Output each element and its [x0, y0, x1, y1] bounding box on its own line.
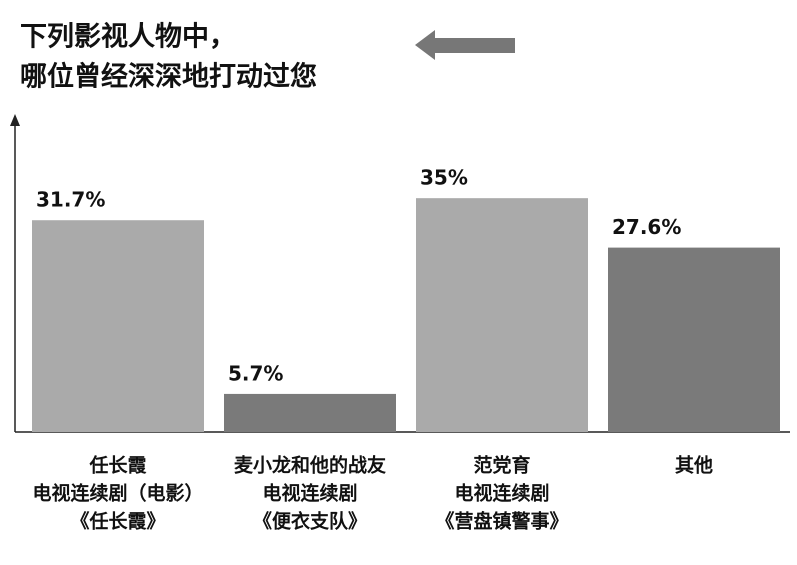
arrow-icon: [415, 30, 515, 60]
value-label: 5.7%: [228, 361, 283, 385]
chart-title: 下列影视人物中，: [20, 22, 236, 53]
x-tick-label: 麦小龙和他的战友: [234, 454, 386, 477]
x-tick-label: 电视连续剧: [262, 482, 357, 505]
bar: [416, 198, 588, 432]
x-tick-label: 《便衣支队》: [253, 510, 367, 533]
value-label: 27.6%: [612, 215, 681, 239]
bar: [32, 220, 204, 432]
y-axis-arrow: [10, 114, 20, 126]
x-tick-label: 《任长霞》: [70, 510, 165, 533]
bar: [224, 393, 396, 432]
x-tick-label: 任长霞: [88, 454, 147, 477]
chart-title: 哪位曾经深深地打动过您: [20, 61, 317, 93]
x-tick-label: 《营盘镇警事》: [435, 510, 568, 533]
value-label: 35%: [420, 166, 468, 190]
x-tick-label: 电视连续剧（电影）: [32, 482, 203, 505]
value-label: 31.7%: [36, 188, 105, 212]
x-tick-label: 范党育: [473, 454, 530, 477]
x-tick-label: 电视连续剧: [454, 482, 549, 505]
x-tick-label: 其他: [675, 454, 713, 477]
bar: [608, 247, 780, 432]
